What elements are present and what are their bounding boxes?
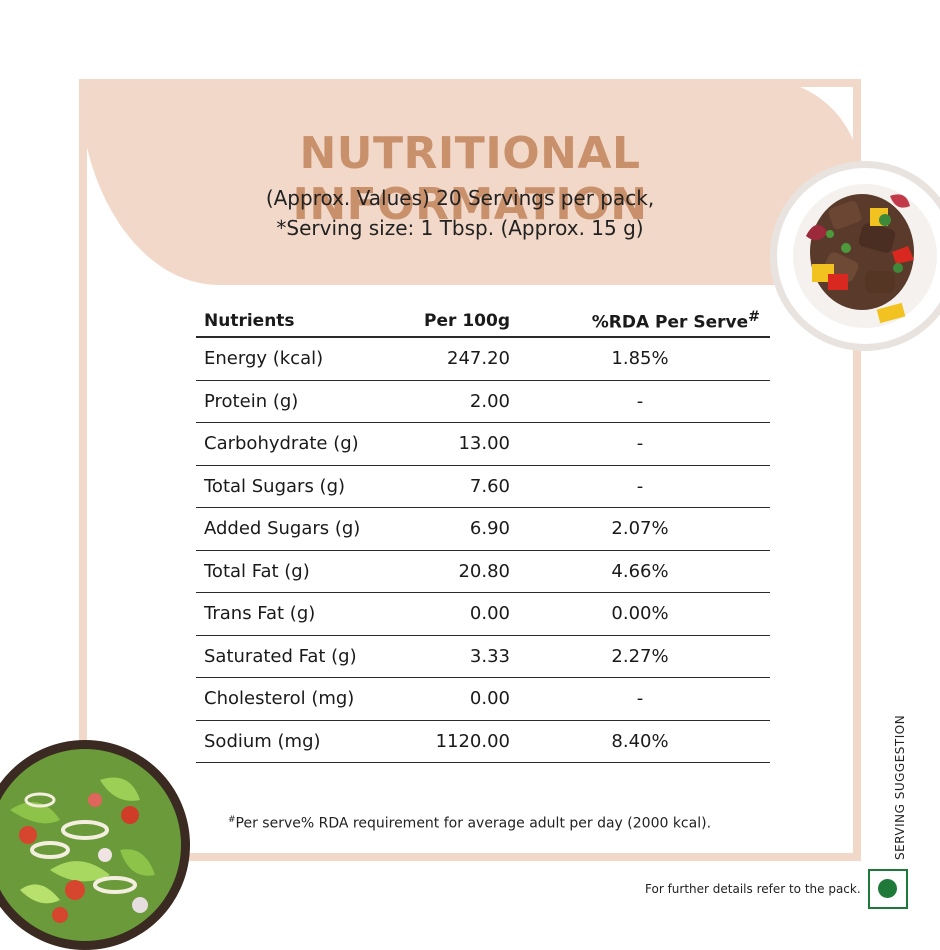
nutrient-name: Energy (kcal) [196, 337, 404, 381]
nutrient-per-100g: 2.00 [404, 380, 510, 423]
header-per-100g: Per 100g [404, 306, 510, 338]
nutrient-rda: 0.00% [510, 592, 770, 636]
nutrient-rda: - [510, 380, 770, 423]
stir-fry-plate-image [770, 161, 940, 351]
table-row: Total Sugars (g) 7.60 - [196, 465, 770, 508]
nutrient-per-100g: 7.60 [404, 465, 510, 508]
table-row: Carbohydrate (g) 13.00 - [196, 422, 770, 466]
veg-symbol-icon [868, 869, 908, 909]
table-row: Total Fat (g) 20.80 4.66% [196, 550, 770, 593]
footnote-mark: # [228, 815, 236, 825]
nutrient-rda: 8.40% [510, 720, 770, 763]
nutrient-rda: - [510, 677, 770, 721]
nutrient-per-100g: 0.00 [404, 592, 510, 636]
nutrient-name: Carbohydrate (g) [196, 422, 404, 466]
subtitle-servings: (Approx. Values) 20 Servings per pack, [265, 186, 655, 210]
salad-bowl-image [0, 740, 190, 950]
page-title: NUTRITIONAL INFORMATION [292, 128, 648, 230]
subtitle-serving-size: *Serving size: 1 Tbsp. (Approx. 15 g) [276, 216, 644, 240]
nutrient-per-100g: 1120.00 [404, 720, 510, 763]
further-details-note: For further details refer to the pack. [645, 882, 861, 896]
header-background [79, 79, 861, 285]
nutrient-name: Total Sugars (g) [196, 465, 404, 508]
table-row: Saturated Fat (g) 3.33 2.27% [196, 635, 770, 678]
table-row: Added Sugars (g) 6.90 2.07% [196, 507, 770, 551]
nutrient-rda: 2.27% [510, 635, 770, 678]
header-rda: %RDA Per Serve# [510, 306, 770, 338]
nutrient-name: Trans Fat (g) [196, 592, 404, 636]
nutrient-name: Cholesterol (mg) [196, 677, 404, 721]
nutrient-name: Total Fat (g) [196, 550, 404, 593]
nutrient-name: Protein (g) [196, 380, 404, 423]
nutrient-rda: - [510, 465, 770, 508]
table-row: Sodium (mg) 1120.00 8.40% [196, 720, 770, 763]
table-row: Protein (g) 2.00 - [196, 380, 770, 423]
table-row: Energy (kcal) 247.20 1.85% [196, 337, 770, 381]
nutrient-name: Sodium (mg) [196, 720, 404, 763]
nutrition-table: Nutrients Per 100g %RDA Per Serve# Energ… [196, 306, 770, 763]
header-nutrients: Nutrients [196, 306, 404, 338]
header-rda-mark: # [748, 309, 760, 326]
nutrient-per-100g: 247.20 [404, 337, 510, 381]
veg-dot [878, 879, 897, 898]
table-header-row: Nutrients Per 100g %RDA Per Serve# [196, 306, 770, 338]
nutrient-rda: 2.07% [510, 507, 770, 551]
nutrient-per-100g: 20.80 [404, 550, 510, 593]
nutrient-name: Saturated Fat (g) [196, 635, 404, 678]
nutrient-per-100g: 6.90 [404, 507, 510, 551]
table-row: Cholesterol (mg) 0.00 - [196, 677, 770, 721]
nutrient-per-100g: 0.00 [404, 677, 510, 721]
header-rda-label: %RDA Per Serve [591, 312, 749, 333]
nutrient-rda: 4.66% [510, 550, 770, 593]
nutrient-rda: 1.85% [510, 337, 770, 381]
table-row: Trans Fat (g) 0.00 0.00% [196, 592, 770, 636]
nutrient-per-100g: 3.33 [404, 635, 510, 678]
rda-footnote: #Per serve% RDA requirement for average … [228, 815, 748, 832]
nutrient-rda: - [510, 422, 770, 466]
nutrient-per-100g: 13.00 [404, 422, 510, 466]
footnote-text: Per serve% RDA requirement for average a… [235, 815, 712, 832]
serving-suggestion-label: SERVING SUGGESTION [893, 714, 907, 860]
nutrient-name: Added Sugars (g) [196, 507, 404, 551]
